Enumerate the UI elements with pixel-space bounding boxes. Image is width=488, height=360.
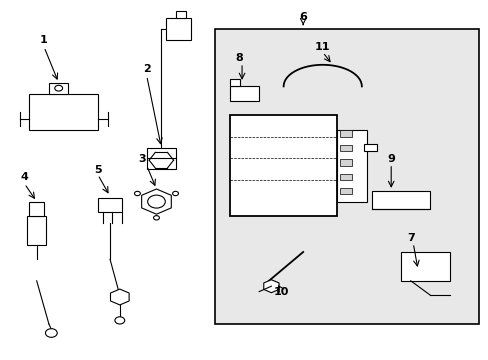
Bar: [339, 188, 351, 194]
Circle shape: [153, 216, 159, 220]
Bar: [229, 79, 239, 86]
Circle shape: [115, 317, 124, 324]
Polygon shape: [263, 280, 279, 293]
Bar: [27, 216, 46, 245]
Circle shape: [172, 192, 178, 196]
Circle shape: [55, 85, 62, 91]
Bar: [364, 144, 376, 151]
Bar: [400, 252, 449, 281]
Circle shape: [45, 329, 57, 337]
Bar: [371, 191, 429, 209]
Bar: [229, 115, 337, 216]
Text: 9: 9: [386, 154, 394, 164]
Text: 8: 8: [235, 53, 243, 63]
Bar: [337, 130, 366, 202]
Circle shape: [147, 195, 165, 208]
Bar: [339, 159, 351, 166]
Bar: [98, 198, 122, 212]
Bar: [229, 86, 259, 101]
Bar: [29, 202, 44, 216]
Bar: [339, 174, 351, 180]
Text: 6: 6: [299, 12, 306, 22]
Bar: [339, 145, 351, 151]
Polygon shape: [110, 289, 129, 305]
Text: 4: 4: [20, 172, 28, 182]
Text: 3: 3: [138, 154, 145, 164]
Text: 11: 11: [314, 42, 330, 53]
Text: 1: 1: [40, 35, 48, 45]
Text: 7: 7: [406, 233, 414, 243]
Bar: [176, 11, 185, 18]
Bar: [29, 94, 98, 130]
Bar: [339, 130, 351, 137]
Text: 10: 10: [273, 287, 288, 297]
Bar: [146, 148, 176, 169]
Circle shape: [134, 192, 140, 196]
Polygon shape: [142, 189, 171, 214]
Bar: [166, 18, 190, 40]
Text: 2: 2: [142, 64, 150, 74]
Bar: [49, 83, 68, 94]
Bar: [215, 29, 478, 324]
Text: 5: 5: [94, 165, 102, 175]
